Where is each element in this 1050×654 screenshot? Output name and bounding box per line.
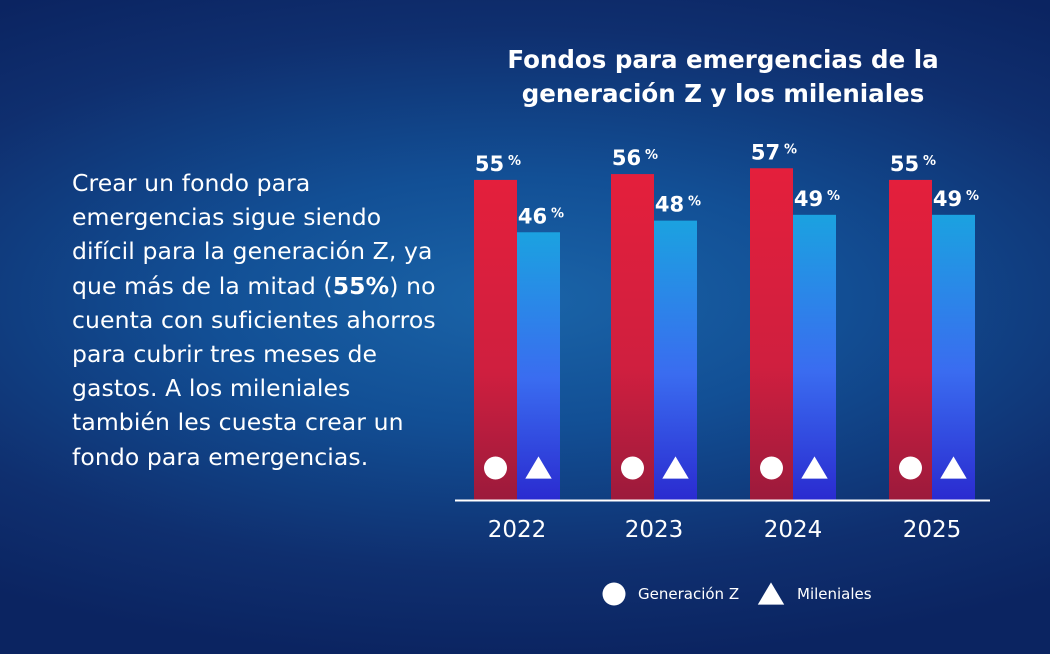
percent-sign: % (551, 206, 564, 221)
legend-circle-icon (602, 582, 626, 606)
triangle-marker-icon (940, 456, 967, 479)
value-label: 56 (612, 146, 641, 170)
legend-label: Mileniales (797, 585, 872, 603)
legend-label: Generación Z (638, 585, 739, 603)
circle-marker-icon (484, 456, 507, 480)
value-label: 48 (655, 193, 684, 217)
percent-sign: % (923, 154, 936, 169)
legend: Generación Z Mileniales (602, 582, 872, 606)
bar-2024-genz (750, 168, 793, 500)
bar-2025-genz (889, 179, 932, 500)
bar-2025-mileniales (932, 214, 975, 500)
percent-sign: % (688, 195, 701, 210)
percent-sign: % (645, 148, 658, 163)
value-label: 46 (518, 204, 547, 228)
value-label: 55 (890, 152, 919, 176)
value-label: 49 (933, 187, 962, 211)
x-tick-label: 2022 (488, 517, 547, 543)
bars-group: 55 % 46 % 56 % 48 % 57 % 49 % 55 % 49% (474, 140, 979, 500)
bar-2023-genz (611, 174, 654, 500)
chart-title-line-1: Fondos para emergencias de la (507, 45, 938, 74)
chart-title-line-2: generación Z y los mileniales (522, 79, 925, 108)
x-tick-label: 2023 (625, 517, 684, 543)
percent-sign: % (784, 142, 797, 157)
percent-sign: % (966, 189, 979, 204)
paragraph-text-after: ) no cuenta con suficientes ahorros para… (72, 271, 436, 471)
bar-2024-mileniales (793, 214, 836, 500)
triangle-marker-icon (662, 456, 689, 479)
x-axis-ticks: 2022 2023 2024 2025 (488, 517, 962, 543)
value-label: 49 (794, 187, 823, 211)
description-paragraph: Crear un fondo para emergencias sigue si… (72, 166, 437, 474)
x-tick-label: 2024 (764, 517, 823, 543)
triangle-marker-icon (801, 456, 828, 479)
circle-marker-icon (621, 456, 644, 480)
paragraph-highlight: 55% (332, 271, 390, 300)
bar-2022-genz (474, 179, 517, 500)
circle-marker-icon (760, 456, 783, 480)
circle-marker-icon (899, 456, 922, 480)
percent-sign: % (827, 189, 840, 204)
legend-triangle-icon (757, 582, 785, 605)
value-label: 55 (475, 152, 504, 176)
value-label: 57 (751, 140, 780, 164)
bar-2023-mileniales (654, 220, 697, 500)
triangle-marker-icon (525, 456, 552, 479)
paragraph-text-before: Crear un fondo para emergencias sigue si… (72, 169, 433, 300)
percent-sign: % (508, 154, 521, 169)
bar-2022-mileniales (517, 232, 560, 500)
x-tick-label: 2025 (903, 517, 962, 543)
